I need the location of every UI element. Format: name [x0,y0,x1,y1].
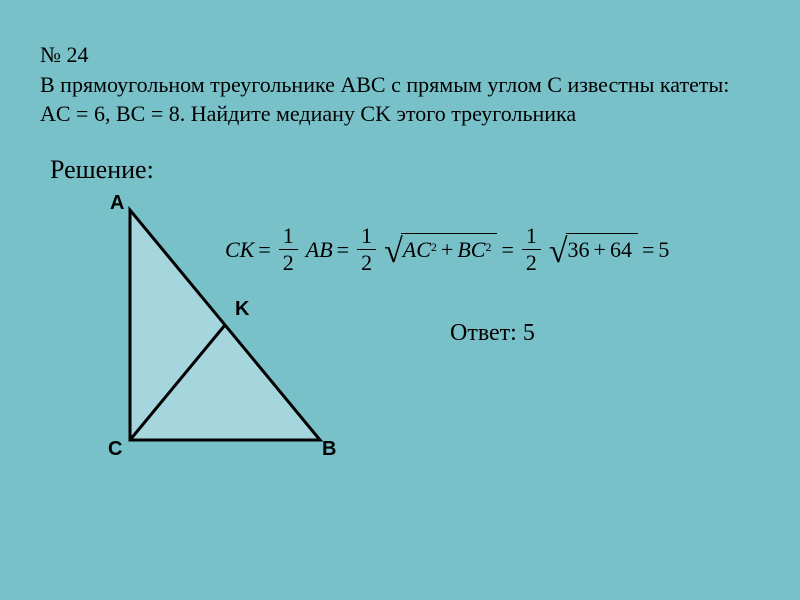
sqrt-36-64: √ 36 + 64 [549,233,638,267]
sqrt-ac2-bc2: √ AC2 + BC2 [384,233,497,267]
problem-line-1: В прямоугольном треугольнике АВС с прямы… [40,70,760,100]
problem-text: № 24 В прямоугольном треугольнике АВС с … [40,40,760,129]
slide: № 24 В прямоугольном треугольнике АВС с … [0,0,800,600]
equals-3: = [501,237,513,263]
vertex-c-label: C [108,438,122,461]
solution-label: Решение: [50,155,154,185]
answer: Ответ: 5 [450,320,535,347]
formula: CK = 1 2 AB = 1 2 √ AC2 + BC2 [225,225,780,274]
vertex-a-label: A [110,192,124,215]
fraction-half-2: 1 2 [357,225,376,274]
term-ab: AB [306,237,333,263]
answer-value: 5 [523,320,535,346]
answer-label: Ответ: [450,320,517,346]
point-k-label: K [235,298,249,321]
equals-2: = [337,237,349,263]
fraction-half-1: 1 2 [279,225,298,274]
vertex-b-label: B [322,438,336,461]
fraction-half-3: 1 2 [522,225,541,274]
formula-result: 5 [658,237,669,263]
problem-line-2: AC = 6, BC = 8. Найдите медиану СK этого… [40,99,760,129]
equals-4: = [642,237,654,263]
formula-lhs: CK [225,237,254,263]
equals-1: = [258,237,270,263]
problem-number: № 24 [40,40,760,70]
